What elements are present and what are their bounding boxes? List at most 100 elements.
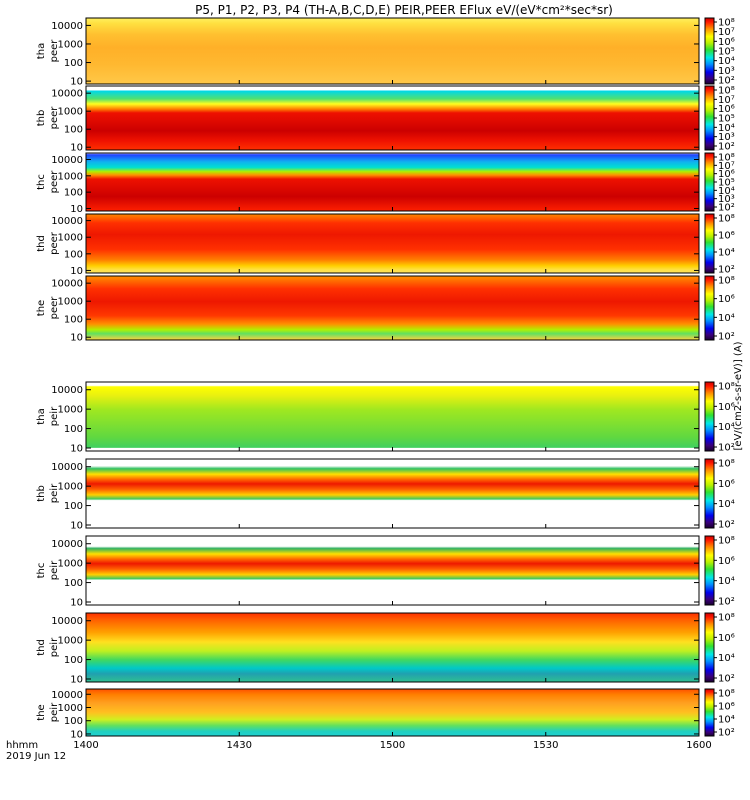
spectrogram-image: [86, 382, 699, 451]
y-tick-label: 10000: [51, 279, 83, 290]
colorbar-tick-label: 10⁴: [718, 653, 735, 664]
colorbar-tick-label: 10⁴: [718, 422, 735, 433]
y-tick-label: 100: [64, 125, 83, 136]
y-tick-label: 1000: [58, 171, 83, 182]
colorbar-tick-label: 10⁴: [718, 576, 735, 587]
colorbar-tick-label: 10⁶: [718, 169, 735, 180]
panel-thd-peir: 10000 1000 100 10 thd peir 10⁸ 10⁶ 10⁴ 10²: [36, 612, 735, 685]
colorbar-unit-label: [eV/(cm2-s-sr-eV)] (A): [733, 341, 744, 450]
x-tick-label: 1600: [686, 740, 711, 751]
colorbar-tick-label: 10⁶: [718, 104, 735, 115]
y-tick-label: 10: [70, 333, 83, 344]
y-tick-label: 10000: [51, 385, 83, 396]
colorbar-tick-label: 10⁴: [718, 313, 735, 324]
y-tick-label: 100: [64, 249, 83, 260]
colorbar-tick-label: 10⁸: [718, 86, 735, 97]
y-axis-probe-label: tha: [36, 43, 47, 59]
y-axis-instrument-label: peir: [49, 702, 60, 722]
colorbar: [704, 213, 715, 274]
y-axis-probe-label: thb: [36, 110, 47, 127]
colorbar-tick-label: 10⁶: [718, 37, 735, 48]
y-axis-probe-label: thd: [36, 235, 47, 252]
panel-thb-peer: 10000 1000 100 10 thb peer 10⁸10⁷10⁶10⁵10⁴10³1…: [36, 85, 735, 154]
y-tick-label: 10: [70, 729, 83, 740]
colorbar-tick-label: 10⁴: [718, 715, 735, 726]
colorbar-tick-label: 10⁸: [718, 382, 735, 393]
y-tick-label: 10000: [51, 155, 83, 166]
y-tick-label: 10: [70, 266, 83, 277]
y-tick-label: 1000: [58, 559, 83, 570]
y-axis-probe-label: the: [36, 704, 47, 720]
colorbar-tick-label: 10²: [718, 203, 735, 214]
y-axis-instrument-label: peer: [49, 170, 60, 194]
x-axis-unit-label: hhmm: [6, 740, 38, 751]
y-axis-probe-label: thc: [36, 563, 47, 579]
colorbar-tick-label: 10⁷: [718, 161, 735, 172]
x-tick-label: 1400: [73, 740, 98, 751]
y-axis-instrument-label: peer: [49, 231, 60, 255]
colorbar-tick-label: 10⁶: [718, 702, 735, 713]
y-tick-label: 10000: [51, 89, 83, 100]
colorbar-tick-label: 10³: [718, 66, 735, 77]
colorbar-tick-label: 10⁶: [718, 633, 735, 644]
colorbar-tick-label: 10²: [718, 443, 735, 454]
spectrogram-image: [86, 459, 699, 528]
colorbar-tick-label: 10⁶: [718, 231, 735, 242]
colorbar-tick-label: 10⁴: [718, 186, 735, 197]
colorbar-tick-label: 10²: [718, 76, 735, 87]
spectrogram-image: [86, 276, 699, 340]
y-tick-label: 1000: [58, 636, 83, 647]
colorbar-tick-label: 10³: [718, 132, 735, 143]
colorbar-tick-label: 10²: [718, 520, 735, 531]
spectrogram-image: [86, 689, 699, 736]
x-axis: 1400 1430 1500 1530 1600: [73, 80, 712, 751]
spectrogram-image: [86, 86, 699, 150]
colorbar-tick-label: 10²: [718, 674, 735, 685]
colorbar-tick-label: 10²: [718, 728, 735, 739]
y-tick-label: 1000: [58, 297, 83, 308]
y-axis-instrument-label: peer: [49, 296, 60, 320]
colorbar-tick-label: 10⁸: [718, 536, 735, 547]
spectrogram-image: [86, 536, 699, 605]
panel-tha-peer: 10000 1000 100 10 tha peer 10⁸10⁷10⁶10⁵10⁴10³1…: [36, 17, 735, 88]
y-tick-label: 10: [70, 143, 83, 154]
y-tick-label: 1000: [58, 39, 83, 50]
y-tick-label: 10000: [51, 462, 83, 473]
colorbar: [704, 85, 715, 151]
y-tick-label: 10000: [51, 690, 83, 701]
y-tick-label: 1000: [58, 703, 83, 714]
y-tick-label: 10: [70, 204, 83, 215]
colorbar: [704, 458, 715, 529]
y-axis-instrument-label: peir: [49, 406, 60, 426]
colorbar: [704, 688, 715, 737]
y-tick-label: 100: [64, 188, 83, 199]
y-tick-label: 10000: [51, 539, 83, 550]
chart-title: P5, P1, P2, P3, P4 (TH-A,B,C,D,E) PEIR,P…: [195, 3, 613, 17]
spectrogram-image: [86, 214, 699, 273]
y-tick-label: 10: [70, 443, 83, 454]
panel-thc-peer: 10000 1000 100 10 thc peer 10⁸10⁷10⁶10⁵10⁴10³1…: [36, 152, 735, 215]
colorbar-tick-label: 10⁸: [718, 18, 735, 29]
spectrogram-image: [86, 18, 699, 84]
x-tick-label: 1500: [380, 740, 405, 751]
y-axis-instrument-label: peer: [49, 106, 60, 130]
colorbar-tick-label: 10⁶: [718, 294, 735, 305]
y-axis-probe-label: thd: [36, 639, 47, 656]
colorbar-tick-label: 10⁵: [718, 114, 735, 125]
y-tick-label: 1000: [58, 233, 83, 244]
y-tick-label: 100: [64, 315, 83, 326]
colorbar-tick-label: 10⁴: [718, 248, 735, 259]
colorbar-tick-label: 10⁴: [718, 123, 735, 134]
colorbar-tick-label: 10⁷: [718, 27, 735, 38]
colorbar-tick-label: 10²: [718, 597, 735, 608]
y-tick-label: 10000: [51, 216, 83, 227]
panel-thb-peir: 10000 1000 100 10 thb peir 10⁸ 10⁶ 10⁴ 10²: [36, 458, 735, 531]
y-tick-label: 10: [70, 77, 83, 88]
colorbar-tick-label: 10⁸: [718, 153, 735, 164]
colorbar-tick-label: 10³: [718, 194, 735, 205]
colorbar-tick-label: 10⁴: [718, 56, 735, 67]
y-tick-label: 100: [64, 424, 83, 435]
y-axis-probe-label: thc: [36, 174, 47, 190]
panel-thc-peir: 10000 1000 100 10 thc peir 10⁸ 10⁶ 10⁴ 10²: [36, 535, 735, 608]
